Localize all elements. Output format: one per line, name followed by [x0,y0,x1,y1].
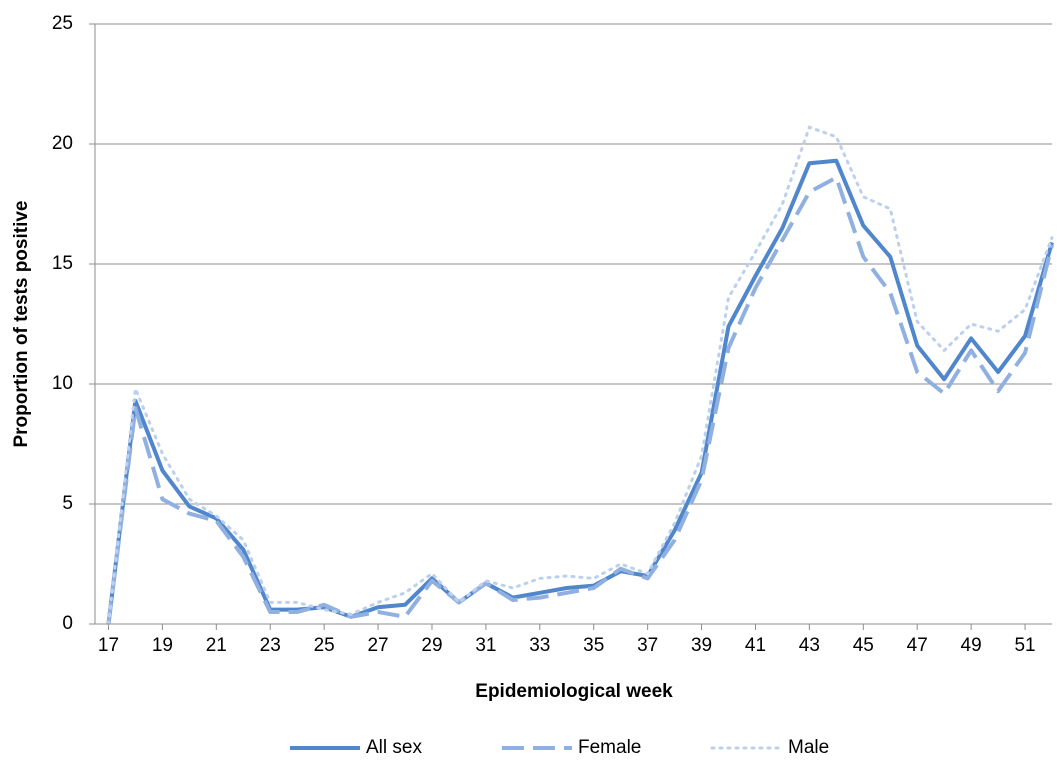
x-tick-label: 39 [691,635,712,656]
legend-label: Male [788,737,829,758]
y-tick-label: 20 [52,133,73,154]
x-axis-title: Epidemiological week [475,681,673,702]
legend-label: Female [578,737,641,758]
x-tick-label: 31 [475,635,496,656]
legend-label: All sex [366,737,422,758]
y-tick-label: 15 [52,253,73,274]
x-tick-label: 33 [529,635,550,656]
series-line [106,158,1054,625]
x-tick-label: 45 [853,635,874,656]
x-tick-label: 47 [907,635,928,656]
x-tick-label: 51 [1014,635,1035,656]
y-tick-label: 0 [62,613,73,634]
y-tick-label: 10 [52,373,73,394]
y-axis-title: Proportion of tests positive [11,200,32,447]
x-tick-label: 25 [314,635,335,656]
series-line [106,175,1054,625]
x-tick-label: 37 [637,635,658,656]
series-line [106,125,1054,626]
x-tick-label: 23 [260,635,281,656]
x-tick-label: 21 [206,635,227,656]
x-tick-label: 29 [421,635,442,656]
y-tick-label: 5 [62,493,73,514]
x-tick-label: 17 [98,635,119,656]
y-tick-label: 25 [52,13,73,34]
x-tick-label: 43 [799,635,820,656]
x-tick-label: 41 [745,635,766,656]
x-tick-label: 49 [961,635,982,656]
x-tick-label: 27 [367,635,388,656]
x-tick-label: 19 [152,635,173,656]
x-tick-label: 35 [583,635,604,656]
